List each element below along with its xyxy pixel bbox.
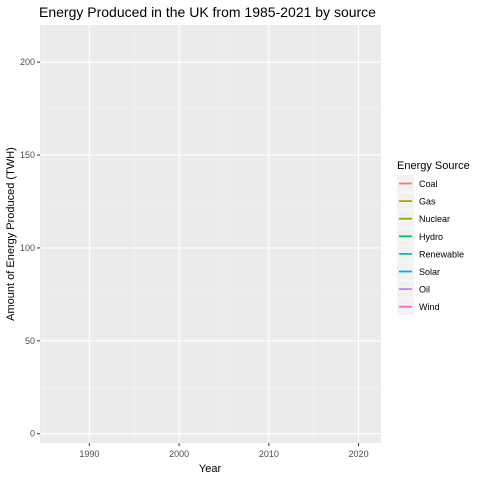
legend-title: Energy Source bbox=[397, 160, 470, 172]
chart-title: Energy Produced in the UK from 1985-2021… bbox=[39, 4, 376, 20]
y-axis: 0 50 100 150 200 bbox=[20, 57, 40, 439]
y-tick-label: 200 bbox=[20, 57, 35, 67]
legend-label-solar: Solar bbox=[419, 267, 440, 277]
legend-label-hydro: Hydro bbox=[419, 232, 443, 242]
y-tick-label: 150 bbox=[20, 150, 35, 160]
x-axis: 1990 2000 2010 2020 bbox=[79, 443, 369, 459]
y-tick-label: 100 bbox=[20, 243, 35, 253]
minor-gridlines bbox=[40, 25, 381, 443]
x-tick-label: 2010 bbox=[259, 449, 279, 459]
plot-panel bbox=[40, 25, 381, 443]
legend-label-renewable: Renewable bbox=[419, 249, 464, 259]
legend-label-gas: Gas bbox=[419, 197, 436, 207]
x-tick-label: 2020 bbox=[349, 449, 369, 459]
y-axis-title: Amount of Energy Produced (TWH) bbox=[5, 147, 17, 321]
legend-label-oil: Oil bbox=[419, 285, 430, 295]
y-tick-label: 50 bbox=[25, 336, 35, 346]
x-tick-label: 1990 bbox=[79, 449, 99, 459]
legend-label-wind: Wind bbox=[419, 302, 440, 312]
legend-label-nuclear: Nuclear bbox=[419, 214, 450, 224]
legend-label-coal: Coal bbox=[419, 179, 438, 189]
x-tick-label: 2000 bbox=[169, 449, 189, 459]
y-tick-label: 0 bbox=[30, 429, 35, 439]
legend: Coal Gas Nuclear Hydro Renewable Solar Oil Wind bbox=[397, 175, 464, 316]
x-axis-title: Year bbox=[199, 463, 222, 475]
major-gridlines bbox=[40, 25, 381, 443]
